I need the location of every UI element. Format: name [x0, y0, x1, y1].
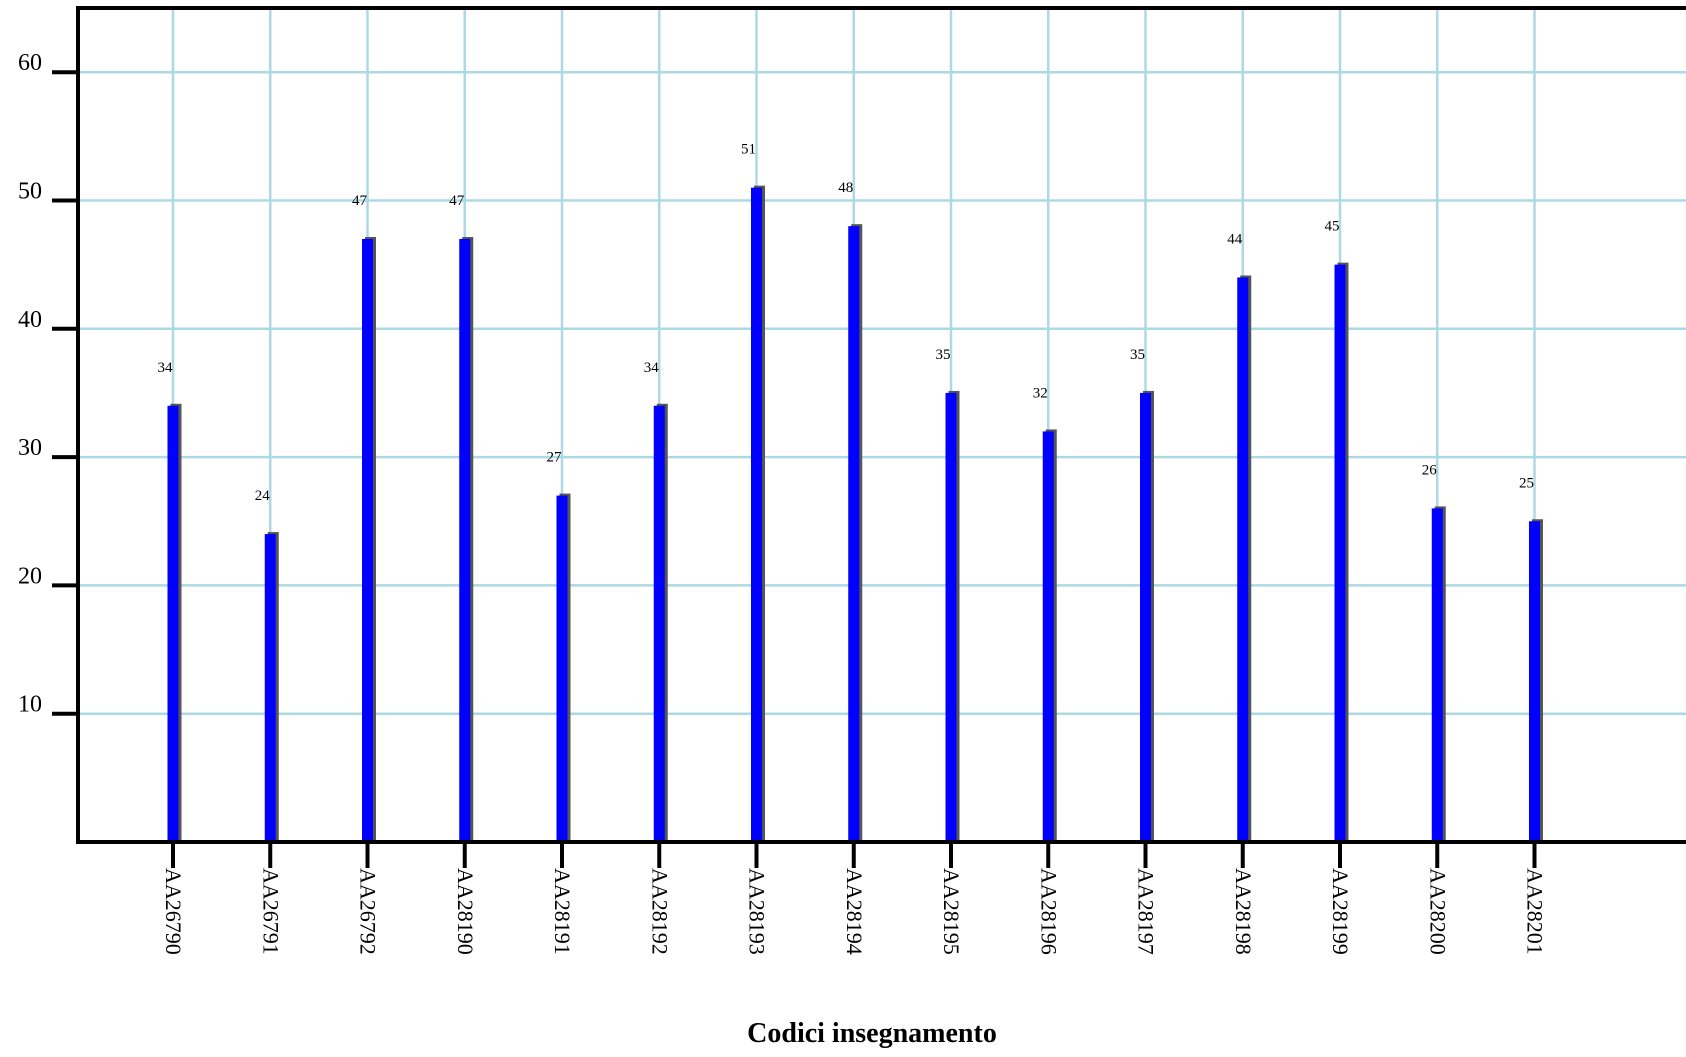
x-tick-label: AA26790 [161, 868, 186, 955]
value-label: 44 [1227, 231, 1243, 247]
x-tick-label: AA28193 [745, 868, 770, 955]
bar-AA28190 [459, 238, 471, 843]
bar-AA28191 [556, 495, 568, 842]
x-tick-label: AA28195 [939, 868, 964, 955]
bar-AA26792 [362, 238, 373, 843]
value-label: 26 [1422, 462, 1438, 478]
value-label: 48 [838, 180, 853, 196]
y-tick-label: 60 [18, 50, 42, 76]
bar-AA28198 [1237, 277, 1249, 843]
bar-AA26791 [264, 534, 276, 842]
bar-AA28194 [848, 226, 860, 842]
value-label: 24 [255, 488, 271, 504]
y-tick-label: 30 [18, 435, 42, 461]
value-labels: 34 24 47 47 27 34 51 48 35 32 35 44 45 26 25 [158, 142, 1535, 504]
x-axis-ticks: AA26790 AA26791 AA26792 AA28190 AA28191 AA281… [161, 842, 1548, 955]
x-tick-label: AA28196 [1036, 868, 1061, 955]
bar-AA28196 [1042, 431, 1054, 842]
bars [167, 185, 1543, 843]
value-label: 47 [352, 193, 368, 209]
x-tick-label: AA28201 [1523, 868, 1548, 955]
x-tick-label: AA28191 [550, 868, 575, 955]
y-tick-label: 50 [18, 179, 42, 205]
y-tick-label: 40 [18, 307, 42, 333]
bar-AA26790 [167, 405, 179, 842]
value-label: 25 [1519, 475, 1534, 491]
bar-AA28195 [945, 392, 957, 842]
x-tick-label: AA28192 [647, 868, 672, 955]
value-label: 27 [547, 450, 563, 466]
x-tick-label: AA28190 [453, 868, 478, 955]
bar-AA28201 [1529, 521, 1540, 842]
value-label: 51 [741, 142, 756, 158]
bar-AA28200 [1431, 508, 1443, 842]
value-label: 35 [1130, 347, 1145, 363]
value-label: 34 [158, 360, 174, 376]
x-tick-label: AA28200 [1425, 868, 1450, 955]
axes [76, 6, 1686, 844]
value-label: 47 [449, 193, 465, 209]
y-axis-ticks: 10 20 30 40 50 60 [18, 50, 78, 718]
x-axis-title: Codici insegnamento [747, 1018, 997, 1049]
value-label: 35 [936, 347, 951, 363]
value-label: 32 [1033, 385, 1048, 401]
bar-AA28197 [1140, 392, 1151, 842]
value-label: 34 [644, 360, 660, 376]
x-tick-label: AA28198 [1231, 868, 1256, 955]
y-tick-label: 20 [18, 563, 42, 589]
x-tick-label: AA26791 [258, 868, 283, 955]
y-tick-label: 10 [18, 692, 42, 718]
x-tick-label: AA28197 [1134, 868, 1159, 955]
bar-AA28199 [1334, 264, 1346, 842]
x-tick-label: AA28194 [842, 868, 867, 955]
value-label: 45 [1325, 219, 1340, 235]
bar-AA28192 [653, 405, 665, 842]
bar-AA28193 [751, 187, 762, 843]
x-tick-label: AA26792 [356, 868, 381, 955]
x-tick-label: AA28199 [1328, 868, 1353, 955]
